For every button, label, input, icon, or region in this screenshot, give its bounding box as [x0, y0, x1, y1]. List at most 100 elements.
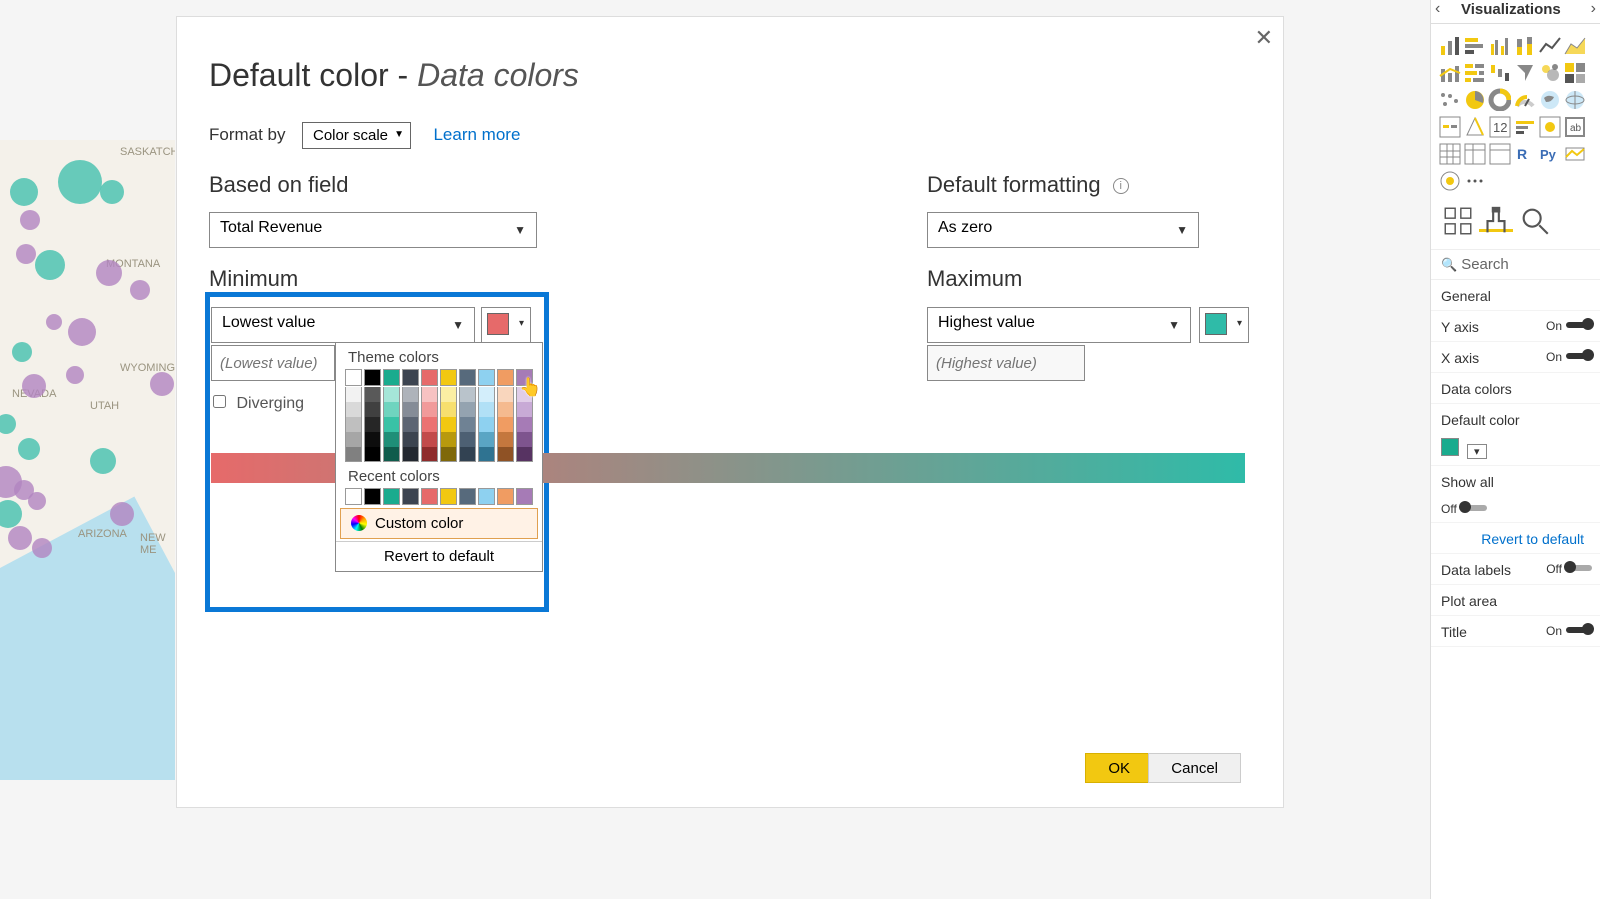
color-cell[interactable] [402, 488, 419, 505]
color-cell[interactable] [402, 447, 419, 462]
color-cell[interactable] [478, 447, 495, 462]
color-cell[interactable] [421, 402, 438, 417]
prop-y-axis[interactable]: Y axis On [1431, 311, 1600, 342]
chevron-down-icon[interactable]: ▾ [1467, 444, 1487, 459]
color-cell[interactable] [478, 488, 495, 505]
prop-data-labels[interactable]: Data labels Off [1431, 554, 1600, 585]
color-cell[interactable] [364, 387, 381, 402]
viz-type-icon[interactable] [1438, 88, 1461, 111]
color-cell[interactable] [383, 447, 400, 462]
viz-type-icon[interactable]: ab [1563, 115, 1586, 138]
prop-default-color-swatch[interactable]: ▾ [1431, 430, 1600, 466]
y-axis-toggle[interactable]: On [1546, 319, 1592, 333]
analytics-tab[interactable] [1518, 204, 1552, 232]
prop-revert-link[interactable]: Revert to default [1431, 523, 1600, 554]
prop-x-axis[interactable]: X axis On [1431, 342, 1600, 373]
viz-type-icon[interactable] [1563, 142, 1586, 165]
title-toggle[interactable]: On [1546, 624, 1592, 638]
color-cell[interactable] [440, 387, 457, 402]
color-cell[interactable] [478, 369, 495, 386]
color-cell[interactable] [516, 447, 533, 462]
viz-type-icon[interactable] [1513, 61, 1536, 84]
color-cell[interactable] [497, 432, 514, 447]
color-cell[interactable] [497, 447, 514, 462]
maximum-dropdown[interactable]: Highest value▼ [927, 307, 1191, 343]
color-cell[interactable] [421, 432, 438, 447]
color-cell[interactable] [345, 447, 362, 462]
color-cell[interactable] [459, 402, 476, 417]
color-cell[interactable] [364, 369, 381, 386]
color-cell[interactable] [421, 488, 438, 505]
custom-color-button[interactable]: Custom color [340, 508, 538, 539]
color-cell[interactable] [402, 369, 419, 386]
maximum-value-input[interactable] [927, 345, 1085, 381]
color-cell[interactable] [383, 369, 400, 386]
search-row[interactable]: 🔍Search [1431, 250, 1600, 280]
color-cell[interactable] [516, 402, 533, 417]
color-cell[interactable] [364, 432, 381, 447]
color-cell[interactable] [345, 402, 362, 417]
color-cell[interactable] [364, 447, 381, 462]
viz-type-icon[interactable] [1438, 61, 1461, 84]
viz-type-icon[interactable] [1488, 142, 1511, 165]
viz-type-icon[interactable] [1463, 142, 1486, 165]
format-tab[interactable] [1479, 204, 1513, 232]
color-cell[interactable] [421, 417, 438, 432]
color-cell[interactable] [364, 417, 381, 432]
color-cell[interactable] [402, 387, 419, 402]
prop-show-all[interactable]: Off [1431, 492, 1600, 523]
prop-title[interactable]: Title On [1431, 616, 1600, 647]
color-cell[interactable] [402, 417, 419, 432]
viz-type-icon[interactable] [1438, 115, 1461, 138]
close-icon[interactable]: ✕ [1255, 25, 1273, 51]
color-cell[interactable] [440, 432, 457, 447]
color-cell[interactable] [459, 488, 476, 505]
default-formatting-dropdown[interactable]: As zero▼ [927, 212, 1199, 248]
color-cell[interactable] [497, 387, 514, 402]
viz-type-icon[interactable] [1488, 61, 1511, 84]
color-cell[interactable] [345, 417, 362, 432]
viz-type-icon[interactable] [1463, 34, 1486, 57]
info-icon[interactable]: i [1113, 178, 1129, 194]
viz-type-icon[interactable]: Py [1538, 142, 1561, 165]
color-cell[interactable] [421, 369, 438, 386]
viz-type-icon[interactable] [1538, 61, 1561, 84]
viz-type-icon[interactable] [1538, 115, 1561, 138]
ok-button[interactable]: OK [1085, 753, 1153, 783]
color-cell[interactable] [383, 417, 400, 432]
color-cell[interactable] [459, 417, 476, 432]
diverging-checkbox[interactable] [213, 395, 226, 408]
color-cell[interactable] [478, 417, 495, 432]
prop-data-colors[interactable]: Data colors [1431, 373, 1600, 404]
color-cell[interactable] [383, 402, 400, 417]
viz-type-icon[interactable] [1463, 169, 1486, 192]
minimum-color-swatch[interactable]: ▾ [481, 307, 531, 343]
color-cell[interactable] [345, 432, 362, 447]
color-cell[interactable] [402, 402, 419, 417]
show-all-toggle[interactable]: Off [1441, 502, 1487, 516]
viz-type-icon[interactable]: 12 [1488, 115, 1511, 138]
color-cell[interactable] [516, 432, 533, 447]
viz-type-icon[interactable] [1513, 88, 1536, 111]
color-cell[interactable] [516, 369, 533, 386]
viz-type-icon[interactable] [1438, 34, 1461, 57]
format-by-dropdown[interactable]: Color scale [302, 122, 411, 149]
learn-more-link[interactable]: Learn more [433, 125, 520, 144]
color-cell[interactable] [497, 488, 514, 505]
viz-type-icon[interactable]: R [1513, 142, 1536, 165]
color-cell[interactable] [440, 447, 457, 462]
viz-type-icon[interactable] [1463, 61, 1486, 84]
color-cell[interactable] [459, 369, 476, 386]
color-cell[interactable] [364, 488, 381, 505]
prop-plot-area[interactable]: Plot area [1431, 585, 1600, 616]
color-cell[interactable] [478, 387, 495, 402]
data-labels-toggle[interactable]: Off [1546, 562, 1592, 576]
viz-type-icon[interactable] [1488, 88, 1511, 111]
color-cell[interactable] [516, 417, 533, 432]
viz-type-icon[interactable] [1563, 88, 1586, 111]
viz-type-icon[interactable] [1563, 34, 1586, 57]
color-cell[interactable] [383, 488, 400, 505]
color-cell[interactable] [440, 488, 457, 505]
color-cell[interactable] [478, 402, 495, 417]
viz-type-icon[interactable] [1513, 115, 1536, 138]
